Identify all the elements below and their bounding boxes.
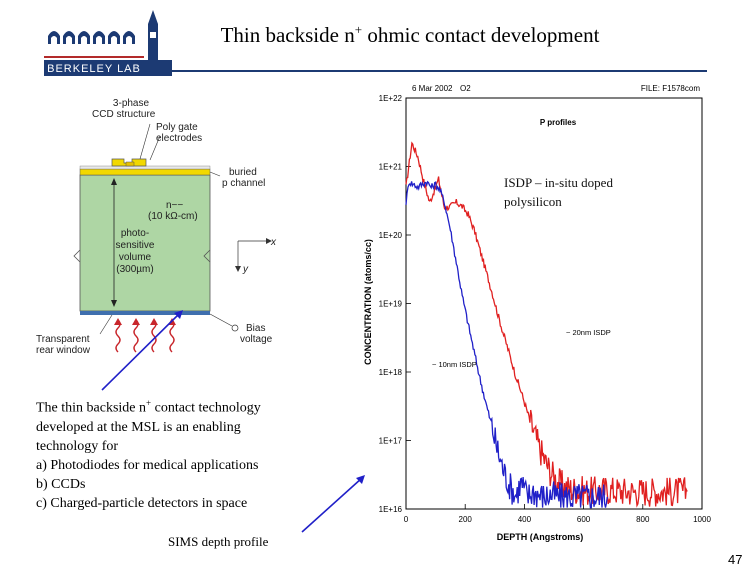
annotation-20nm: ~ 20nm ISDP [566, 328, 611, 337]
description-line-2: developed at the MSL is an enabling [36, 419, 241, 435]
series-line-20nm-isdp [405, 141, 688, 508]
y-tick-label: 1E+16 [379, 505, 403, 514]
x-tick-label: 1000 [693, 515, 711, 524]
page-number: 47 [728, 552, 743, 567]
sims-caption: SIMS depth profile [168, 534, 269, 549]
label-n-minus: n−− [166, 200, 184, 211]
campanile-icon [148, 10, 158, 64]
page-title: Thin backside n+ ohmic contact developme… [150, 22, 670, 48]
label-3-phase: 3-phase [112, 98, 150, 109]
photon-arrows-icon [115, 319, 175, 353]
chart-header-file: FILE: F1578com [641, 84, 700, 93]
chart-header-date: 6 Mar 2002 [412, 84, 453, 93]
y-tick-label: 1E+21 [379, 163, 403, 172]
x-tick-label: 800 [636, 515, 650, 524]
y-tick-label: 1E+20 [379, 231, 403, 240]
isdp-line-1: ISDP – in-situ doped [504, 175, 613, 190]
chart-plot-title: P profiles [540, 118, 577, 127]
y-tick-label: 1E+18 [379, 368, 403, 377]
label-axis-y: y [243, 264, 248, 275]
label-photo: photo- [120, 228, 150, 239]
label-ccd-structure: CCD structure [92, 109, 156, 120]
label-resistivity: (10 kΩ-cm) [148, 211, 198, 222]
series-line-10nm-isdp [405, 180, 608, 509]
x-tick-label: 200 [459, 515, 473, 524]
wave-marks-icon [48, 31, 135, 44]
header-rule [170, 70, 707, 72]
title-superscript: + [354, 22, 363, 37]
description-superscript: + [146, 398, 152, 408]
description-line-1: The thin backside n+ contact technology [36, 394, 261, 418]
label-poly-gate: Poly gate [156, 122, 198, 133]
annotation-10nm: ~ 10nm ISDP [432, 360, 477, 369]
description-line-1a: The thin backside n [36, 400, 147, 416]
chart-header-id: O2 [460, 84, 471, 93]
list-item-photodiodes: a) Photodiodes for medical applications [36, 457, 259, 473]
isdp-line-2: polysilicon [504, 194, 562, 209]
ccd-structure-drawing [73, 123, 272, 353]
title-main: Thin backside n [220, 23, 355, 47]
list-item-ccds: b) CCDs [36, 476, 86, 492]
label-volume: volume [118, 252, 152, 263]
label-rear-window: rear window [36, 345, 90, 356]
label-voltage: voltage [240, 334, 273, 345]
x-tick-label: 400 [518, 515, 532, 524]
label-bias: Bias [246, 323, 266, 334]
label-sensitive: sensitive [115, 240, 155, 251]
label-transparent: Transparent [36, 334, 90, 345]
label-buried: buried [229, 167, 257, 178]
description-line-1b: contact technology [151, 400, 261, 416]
logo-text: BERKELEY LAB [47, 63, 141, 75]
isdp-note: ISDP – in-situ doped polysilicon [504, 173, 613, 211]
pointer-arrow-diagram [101, 312, 181, 391]
y-tick-label: 1E+22 [379, 94, 403, 103]
technology-description: The thin backside n+ contact technology … [36, 394, 261, 513]
pointer-arrow-chart [301, 477, 363, 533]
chart-x-axis-label: DEPTH (Angstroms) [497, 532, 584, 542]
y-tick-label: 1E+19 [379, 300, 403, 309]
label-thickness: (300µm) [116, 264, 154, 275]
list-item-detectors: c) Charged-particle detectors in space [36, 495, 248, 511]
chart-y-axis-label: CONCENTRATION (atoms/cc) [363, 239, 373, 365]
label-electrodes: electrodes [156, 133, 203, 144]
chart-frame [405, 97, 703, 510]
x-tick-label: 600 [577, 515, 591, 524]
title-rest: ohmic contact development [362, 23, 600, 47]
description-line-3: technology for [36, 438, 119, 454]
y-tick-label: 1E+17 [379, 437, 403, 446]
label-p-channel: p channel [222, 178, 266, 189]
x-tick-label: 0 [404, 515, 409, 524]
berkeley-lab-logo: BERKELEY LAB [44, 10, 172, 76]
label-axis-x: x [271, 237, 276, 248]
